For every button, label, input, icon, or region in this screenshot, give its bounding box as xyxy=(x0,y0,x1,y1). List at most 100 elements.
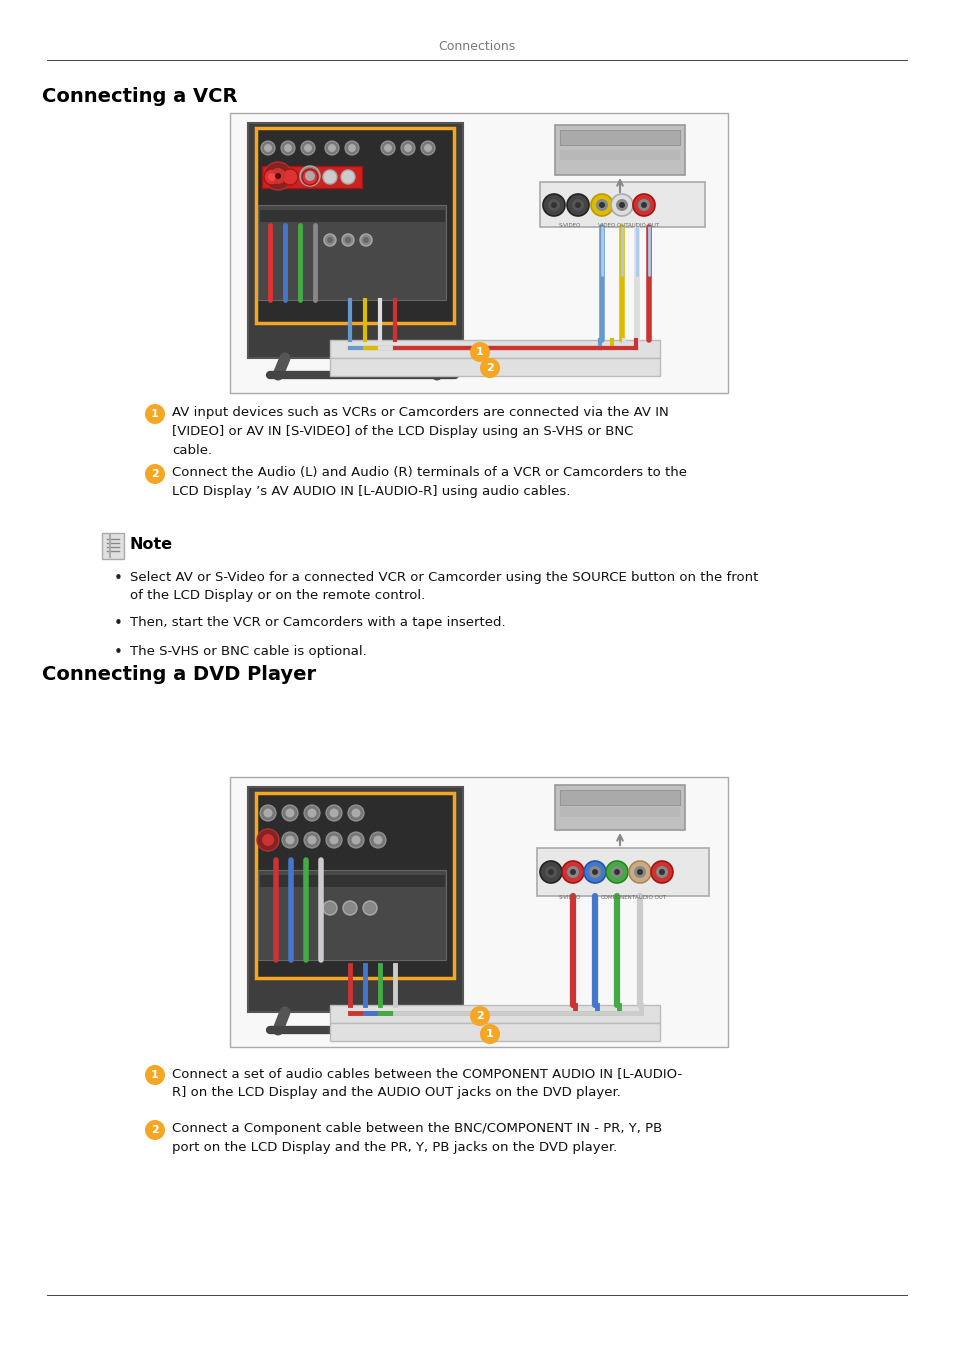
Circle shape xyxy=(282,805,297,821)
Circle shape xyxy=(285,809,294,818)
Circle shape xyxy=(340,170,355,184)
Circle shape xyxy=(566,194,588,216)
Circle shape xyxy=(323,170,336,184)
Circle shape xyxy=(610,194,633,216)
Circle shape xyxy=(656,865,667,878)
Circle shape xyxy=(605,861,627,883)
Text: Note: Note xyxy=(130,537,172,552)
Circle shape xyxy=(470,1006,490,1026)
Circle shape xyxy=(420,140,435,155)
Circle shape xyxy=(301,140,314,155)
Circle shape xyxy=(569,869,576,875)
Circle shape xyxy=(370,832,386,848)
Circle shape xyxy=(479,358,499,378)
Bar xyxy=(330,1004,659,1023)
Circle shape xyxy=(588,865,600,878)
Circle shape xyxy=(285,836,294,845)
Circle shape xyxy=(302,169,317,185)
Circle shape xyxy=(341,234,354,246)
Circle shape xyxy=(282,169,297,185)
Text: Connect a Component cable between the BNC/COMPONENT IN - PR, Y, PB
port on the L: Connect a Component cable between the BN… xyxy=(172,1122,661,1154)
Circle shape xyxy=(326,832,341,848)
FancyBboxPatch shape xyxy=(230,113,727,393)
Circle shape xyxy=(263,809,273,818)
Circle shape xyxy=(329,809,338,818)
Circle shape xyxy=(145,404,165,424)
Text: 2: 2 xyxy=(151,468,159,479)
Text: 2: 2 xyxy=(486,363,494,373)
Bar xyxy=(537,848,708,896)
Bar xyxy=(262,166,361,188)
Text: AUDIO OUT: AUDIO OUT xyxy=(628,223,659,228)
Bar xyxy=(330,340,659,358)
Text: AUDIO OUT: AUDIO OUT xyxy=(635,895,666,900)
Circle shape xyxy=(348,832,364,848)
Circle shape xyxy=(260,805,275,821)
Circle shape xyxy=(325,140,338,155)
Circle shape xyxy=(328,144,335,153)
Text: AV input devices such as VCRs or Camcorders are connected via the AV IN
[VIDEO] : AV input devices such as VCRs or Camcord… xyxy=(172,406,668,458)
Circle shape xyxy=(610,865,622,878)
Circle shape xyxy=(380,140,395,155)
Circle shape xyxy=(547,198,559,211)
Circle shape xyxy=(304,144,312,153)
Bar xyxy=(260,211,444,221)
Circle shape xyxy=(284,144,292,153)
Bar xyxy=(555,126,684,176)
Circle shape xyxy=(618,202,624,208)
Circle shape xyxy=(343,900,356,915)
Circle shape xyxy=(637,869,642,875)
Bar xyxy=(539,182,704,227)
Circle shape xyxy=(400,140,415,155)
Circle shape xyxy=(274,173,281,180)
Circle shape xyxy=(547,869,554,875)
Circle shape xyxy=(403,144,412,153)
Circle shape xyxy=(583,861,605,883)
Circle shape xyxy=(575,202,580,208)
Bar xyxy=(260,875,444,887)
Circle shape xyxy=(307,809,316,818)
Circle shape xyxy=(262,834,274,846)
Text: Select AV or S-Video for a connected VCR or Camcorder using the SOURCE button on: Select AV or S-Video for a connected VCR… xyxy=(130,571,758,602)
Circle shape xyxy=(348,805,364,821)
Circle shape xyxy=(145,1065,165,1085)
FancyBboxPatch shape xyxy=(255,128,454,323)
Circle shape xyxy=(345,238,351,243)
Text: COMPONENT: COMPONENT xyxy=(599,895,635,900)
Circle shape xyxy=(324,234,335,246)
Circle shape xyxy=(348,144,355,153)
Text: •: • xyxy=(113,616,122,630)
Text: Connecting a DVD Player: Connecting a DVD Player xyxy=(42,666,315,684)
Circle shape xyxy=(634,865,645,878)
Circle shape xyxy=(650,861,672,883)
Circle shape xyxy=(281,140,294,155)
Text: 2: 2 xyxy=(476,1011,483,1021)
Circle shape xyxy=(304,832,319,848)
FancyBboxPatch shape xyxy=(230,778,727,1048)
Text: VIDEO OUT: VIDEO OUT xyxy=(598,223,628,228)
Bar xyxy=(257,205,446,300)
Circle shape xyxy=(261,140,274,155)
Circle shape xyxy=(561,861,583,883)
Text: •: • xyxy=(113,645,122,660)
Circle shape xyxy=(326,805,341,821)
Text: Connecting a VCR: Connecting a VCR xyxy=(42,86,237,105)
Circle shape xyxy=(572,198,583,211)
Circle shape xyxy=(423,144,432,153)
Circle shape xyxy=(479,1025,499,1044)
Circle shape xyxy=(659,869,664,875)
Circle shape xyxy=(351,809,360,818)
Circle shape xyxy=(304,805,319,821)
Text: Connect the Audio (L) and Audio (R) terminals of a VCR or Camcorders to the
LCD : Connect the Audio (L) and Audio (R) term… xyxy=(172,466,686,498)
Circle shape xyxy=(145,464,165,485)
Text: 1: 1 xyxy=(151,1071,159,1080)
Circle shape xyxy=(351,836,360,845)
Circle shape xyxy=(640,202,646,208)
Text: S-VIDEO: S-VIDEO xyxy=(558,895,580,900)
Circle shape xyxy=(268,173,275,181)
Text: 1: 1 xyxy=(151,409,159,418)
Bar xyxy=(248,123,462,358)
Circle shape xyxy=(551,202,557,208)
Circle shape xyxy=(323,900,336,915)
Text: S-VIDEO: S-VIDEO xyxy=(558,223,580,228)
